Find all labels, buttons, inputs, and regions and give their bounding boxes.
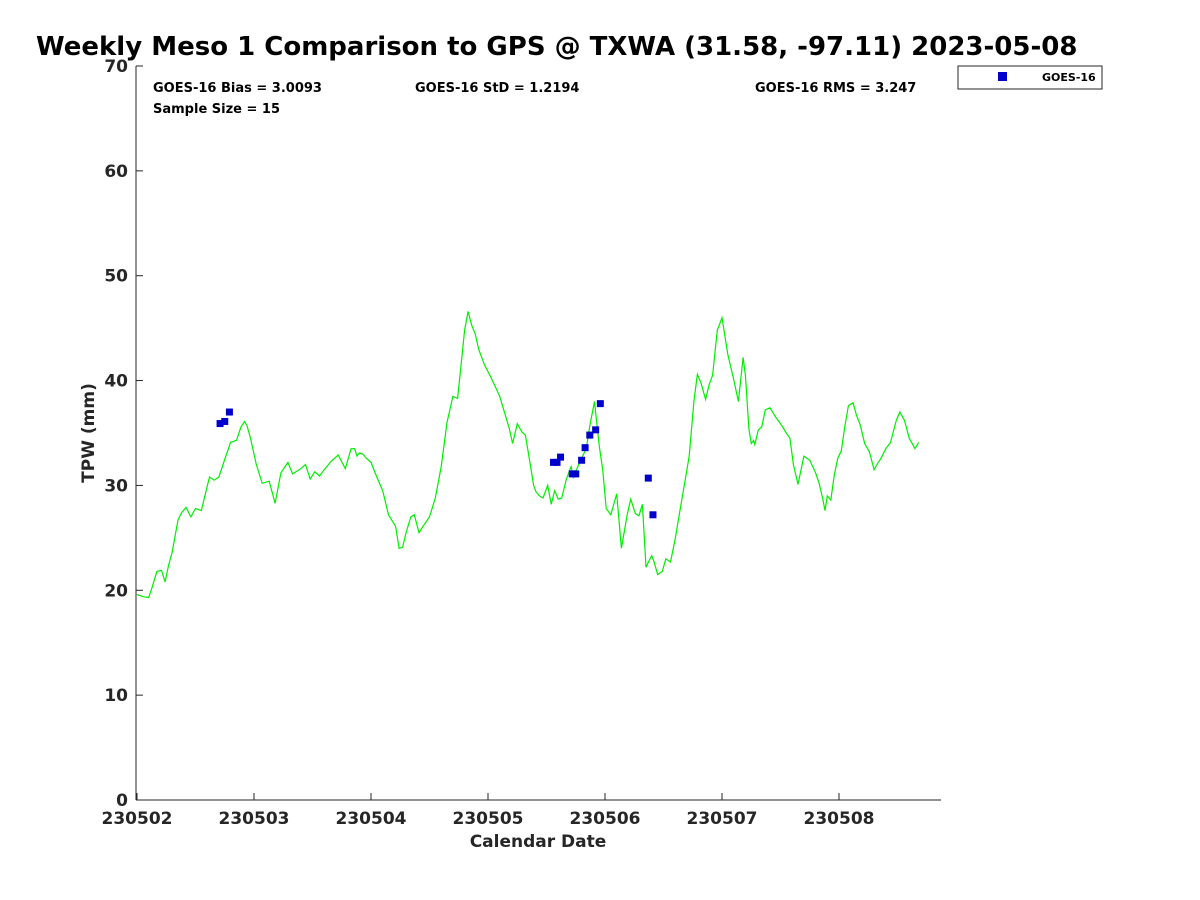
y-tick-label: 60 — [104, 162, 128, 182]
goes-16-point — [216, 420, 224, 428]
goes-16-point — [581, 444, 589, 452]
y-tick-label: 20 — [104, 581, 128, 601]
y-tick-label: 0 — [116, 791, 128, 811]
x-ticks: 230502 230503 230504 230505 230506 230507 2305… — [102, 793, 875, 829]
goes-16-point — [225, 408, 233, 416]
y-tick-label: 10 — [104, 686, 128, 706]
rms-stat: GOES-16 RMS = 3.247 — [755, 81, 916, 96]
x-tick-label: 230507 — [687, 809, 758, 829]
y-axis-label: TPW (mm) — [79, 383, 99, 483]
goes-16-point — [586, 431, 594, 439]
y-ticks: 0 10 20 30 40 50 60 70 — [104, 57, 143, 811]
x-tick-label: 230508 — [804, 809, 875, 829]
x-tick-label: 230504 — [336, 809, 407, 829]
legend-box — [957, 65, 1103, 90]
chart-title: Weekly Meso 1 Comparison to GPS @ TXWA (… — [36, 32, 1077, 62]
legend-label: GOES-16 — [1042, 71, 1096, 84]
y-tick-label: 30 — [104, 476, 128, 496]
goes-16-point — [550, 458, 558, 466]
goes-16-point — [644, 474, 652, 482]
goes-16-point — [553, 458, 561, 466]
goes-16-point — [221, 417, 229, 425]
goes-16-point — [596, 400, 604, 408]
goes-16-point — [572, 470, 580, 478]
y-tick-label: 50 — [104, 267, 128, 287]
goes-16-points — [216, 400, 657, 519]
x-axis-label: Calendar Date — [470, 832, 607, 852]
goes-16-point — [557, 453, 565, 461]
legend: GOES-16 — [957, 65, 1103, 90]
gps-series-line — [136, 311, 920, 599]
goes-16-point — [568, 470, 576, 478]
bias-stat: GOES-16 Bias = 3.0093 — [153, 81, 322, 96]
y-tick-label: 70 — [104, 57, 128, 77]
goes-16-point — [649, 511, 657, 519]
goes-16-point — [578, 456, 586, 464]
x-tick-label: 230503 — [219, 809, 290, 829]
goes-16-point — [592, 426, 600, 434]
x-tick-label: 230506 — [570, 809, 641, 829]
std-stat: GOES-16 StD = 1.2194 — [415, 81, 579, 96]
y-tick-label: 40 — [104, 372, 128, 392]
plot-area — [135, 66, 941, 801]
x-tick-label: 230505 — [453, 809, 524, 829]
legend-marker — [998, 72, 1007, 81]
x-tick-label: 230502 — [102, 809, 173, 829]
sample-size-stat: Sample Size = 15 — [153, 102, 280, 117]
